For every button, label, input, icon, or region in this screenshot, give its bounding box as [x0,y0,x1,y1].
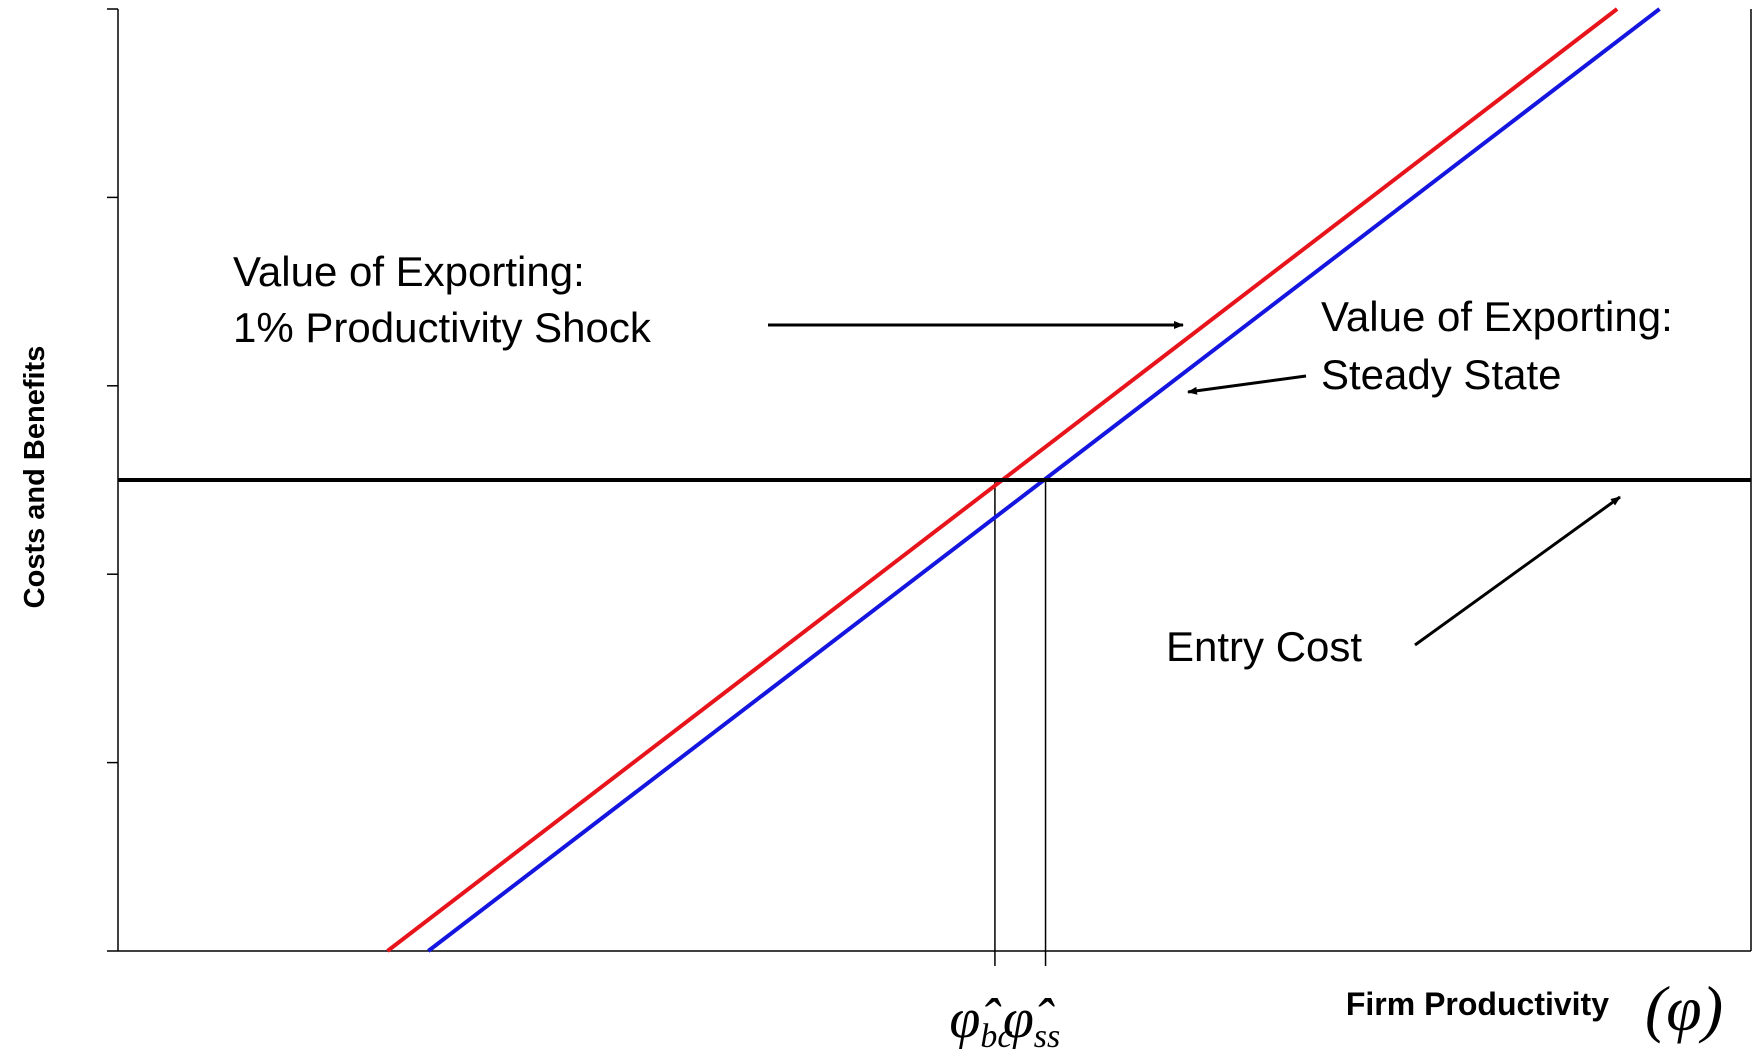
y-axis-label: Costs and Benefits [19,346,51,609]
threshold-subscript: bc [980,1018,1012,1055]
annotation: Steady State [1321,351,1562,398]
arrow [1414,495,1621,647]
annotation: Value of Exporting: [1321,293,1673,340]
annotation: 1% Productivity Shock [233,304,652,351]
x-axis-symbol: (φ) [1645,973,1723,1044]
threshold-label: φ̂ss [1003,988,1060,1055]
annotation: Value of Exporting: [233,248,585,295]
x-axis-label: Firm Productivity [1346,986,1609,1022]
arrow [1187,374,1307,395]
annotation: Entry Cost [1166,623,1362,670]
threshold-subscript: ss [1034,1018,1060,1055]
